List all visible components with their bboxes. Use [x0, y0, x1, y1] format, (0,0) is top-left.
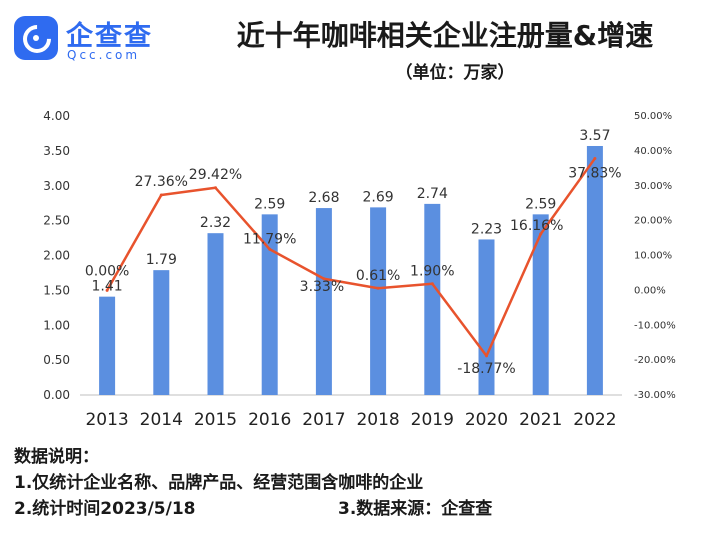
- growth-point: [214, 186, 217, 190]
- y-left-tick-label: 1.50: [43, 283, 70, 297]
- bar: [207, 233, 224, 395]
- x-tick-label: 2013: [85, 410, 128, 430]
- growth-data-label: 11.79%: [243, 231, 296, 247]
- bar-data-label: 2.32: [200, 215, 231, 231]
- growth-data-label: 0.61%: [356, 268, 400, 284]
- growth-point: [593, 156, 597, 160]
- x-tick-label: 2017: [302, 410, 345, 430]
- growth-data-label: 0.00%: [85, 263, 129, 279]
- y-right-tick-label: 10.00%: [634, 251, 672, 262]
- y-right-tick-label: 50.00%: [634, 111, 672, 122]
- x-tick-label: 2019: [411, 410, 454, 430]
- growth-point: [322, 277, 326, 281]
- logo-domain: Qcc.com: [67, 48, 141, 62]
- y-right-tick-label: 0.00%: [634, 285, 666, 296]
- notes-source: 3.数据来源：企查查: [338, 499, 493, 519]
- bar: [532, 214, 549, 395]
- bar: [478, 239, 495, 395]
- y-right-tick-label: -20.00%: [634, 355, 676, 366]
- notes-line-1: 1.仅统计企业名称、品牌产品、经营范围含咖啡的企业: [14, 473, 424, 493]
- growth-line: [106, 157, 596, 358]
- qcc-logo-icon: [14, 16, 58, 60]
- logo-name: 企查查: [66, 21, 153, 52]
- y-left-tick-label: 0.50: [43, 353, 70, 367]
- growth-point: [539, 232, 543, 236]
- x-tick-label: 2014: [140, 410, 183, 430]
- growth-data-label: 37.83%: [568, 165, 621, 181]
- y-right-tick-label: -10.00%: [634, 320, 676, 331]
- y-right-tick-label: 20.00%: [634, 216, 672, 227]
- x-tick-label: 2016: [248, 410, 291, 430]
- y-right-tick-label: -30.00%: [634, 390, 676, 401]
- bar-data-label: 1.79: [146, 252, 177, 268]
- bar-data-label: 3.57: [579, 128, 610, 144]
- bar-data-label: 2.59: [525, 196, 556, 212]
- chart-unit: （单位：万家）: [395, 63, 515, 83]
- growth-data-label: 1.90%: [410, 264, 454, 280]
- bar: [153, 270, 170, 395]
- bar: [370, 207, 387, 395]
- growth-point: [376, 286, 380, 290]
- notes-heading: 数据说明：: [14, 447, 99, 467]
- y-left-tick-label: 3.50: [43, 144, 70, 158]
- data-notes: 数据说明： 1.仅统计企业名称、品牌产品、经营范围含咖啡的企业 2.统计时间20…: [14, 444, 694, 522]
- y-left-tick-label: 2.00: [43, 249, 70, 263]
- y-right-tick-label: 40.00%: [634, 146, 672, 157]
- qcc-logo: 企查查 Qcc.com: [14, 14, 184, 64]
- growth-data-label: 27.36%: [135, 174, 188, 190]
- bar: [315, 208, 332, 395]
- growth-data-label: 16.16%: [510, 218, 563, 234]
- bar: [99, 296, 116, 395]
- combo-chart: 0.00 0.50 1.00 1.50 2.00 2.50 3.00 3.50 4.00 -30.…: [43, 109, 676, 430]
- notes-line-2: 2.统计时间2023/5/18: [14, 499, 196, 519]
- bar: [261, 214, 278, 395]
- growth-data-label: -18.77%: [457, 361, 515, 377]
- growth-point: [430, 282, 434, 286]
- growth-data-label: 3.33%: [300, 279, 344, 295]
- growth-point: [159, 193, 163, 197]
- chart-title: 近十年咖啡相关企业注册量&增速: [236, 19, 654, 52]
- y-left-tick-label: 4.00: [43, 109, 70, 123]
- bar: [424, 203, 441, 395]
- bar-data-label: 2.68: [308, 190, 339, 206]
- y-right-tick-label: 30.00%: [634, 181, 672, 192]
- bar-data-label: 1.41: [92, 279, 123, 295]
- x-tick-label: 2021: [519, 410, 562, 430]
- y-left-tick-label: 3.00: [43, 179, 70, 193]
- bar-data-label: 2.74: [417, 186, 448, 202]
- bar: [586, 145, 603, 395]
- growth-data-label: 29.42%: [189, 167, 242, 183]
- y-left-tick-label: 2.50: [43, 214, 70, 228]
- growth-point: [268, 247, 272, 251]
- x-tick-label: 2020: [465, 410, 508, 430]
- bar-data-label: 2.23: [471, 221, 502, 237]
- x-tick-label: 2018: [356, 410, 399, 430]
- y-left-tick-label: 1.00: [43, 318, 70, 332]
- growth-point: [105, 288, 109, 292]
- x-tick-label: 2022: [573, 410, 616, 430]
- bar-data-label: 2.59: [254, 196, 285, 212]
- y-left-tick-label: 0.00: [43, 388, 70, 402]
- x-tick-label: 2015: [194, 410, 237, 430]
- growth-point: [485, 354, 488, 358]
- bar-data-label: 2.69: [363, 189, 394, 205]
